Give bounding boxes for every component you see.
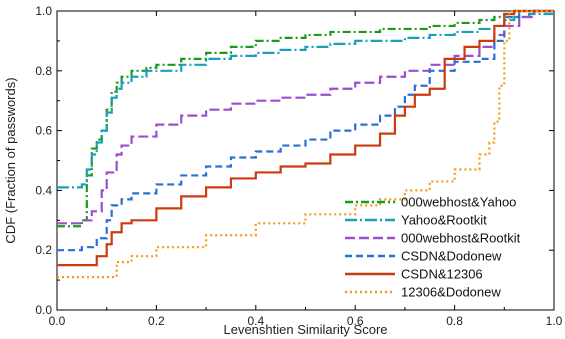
x-axis: 0.0 0.2 0.4 0.6 0.8 1.0 bbox=[49, 11, 563, 328]
x-tick-label: 0.8 bbox=[446, 314, 463, 328]
legend-label: 000webhost&Rootkit bbox=[401, 231, 521, 246]
y-tick-label: 0.8 bbox=[35, 64, 52, 78]
y-axis: 0.0 0.2 0.4 0.6 0.8 1.0 bbox=[35, 4, 554, 317]
series-line-2 bbox=[57, 9, 554, 225]
series-line-1 bbox=[57, 12, 554, 189]
series-lines bbox=[57, 9, 554, 279]
series-line-0 bbox=[57, 9, 554, 228]
x-axis-title: Levenshtien Similarity Score bbox=[223, 322, 387, 337]
x-tick-label: 0.2 bbox=[148, 314, 165, 328]
y-tick-label: 0.6 bbox=[35, 124, 52, 138]
y-tick-label: 0.0 bbox=[35, 303, 52, 317]
series-line-5 bbox=[57, 9, 554, 279]
series-line-4 bbox=[57, 9, 554, 267]
y-axis-title: CDF (Fraction of passwords) bbox=[3, 77, 18, 243]
legend-label: 12306&Dodonew bbox=[401, 285, 501, 300]
y-tick-label: 1.0 bbox=[35, 4, 52, 18]
legend-label: Yahoo&Rootkit bbox=[401, 213, 487, 228]
x-tick-label: 0.6 bbox=[347, 314, 364, 328]
y-tick-label: 0.4 bbox=[35, 183, 52, 197]
legend-label: CSDN&12306 bbox=[401, 267, 483, 282]
x-tick-label: 0.4 bbox=[247, 314, 264, 328]
series-line-3 bbox=[57, 9, 554, 252]
x-tick-label: 1.0 bbox=[546, 314, 563, 328]
legend: 000webhost&Yahoo Yahoo&Rootkit 000webhost&… bbox=[345, 195, 521, 300]
y-tick-label: 0.2 bbox=[35, 243, 52, 257]
legend-label: 000webhost&Yahoo bbox=[401, 195, 516, 210]
x-tick-label: 0.0 bbox=[49, 314, 66, 328]
legend-label: CSDN&Dodonew bbox=[401, 249, 502, 264]
